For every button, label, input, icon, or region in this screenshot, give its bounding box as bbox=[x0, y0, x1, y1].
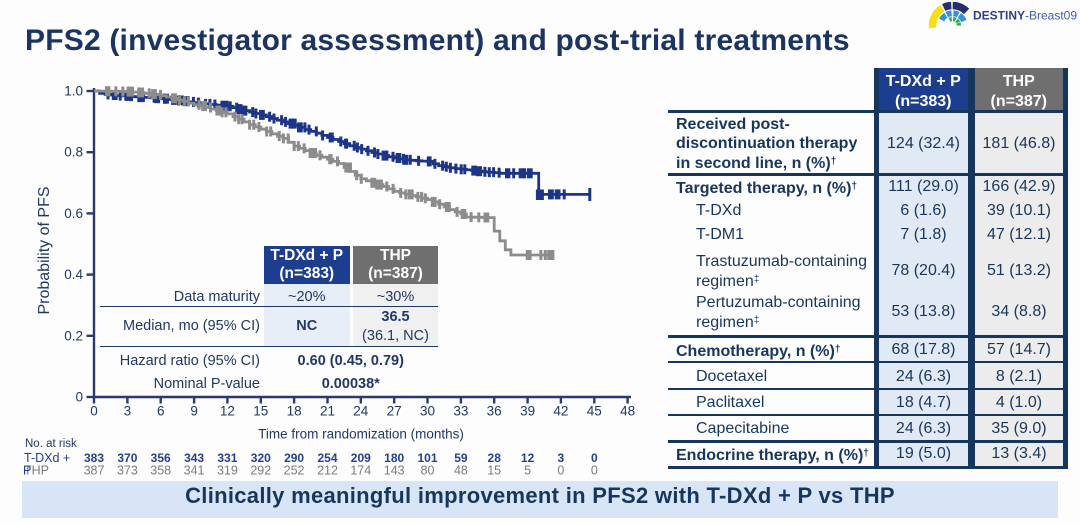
svg-text:27: 27 bbox=[387, 404, 402, 419]
svg-text:0.4: 0.4 bbox=[64, 267, 83, 282]
svg-text:252: 252 bbox=[284, 464, 305, 478]
svg-text:48: 48 bbox=[620, 404, 635, 419]
svg-text:33: 33 bbox=[453, 404, 468, 419]
svg-text:45: 45 bbox=[587, 404, 602, 419]
svg-text:180: 180 bbox=[384, 451, 404, 465]
svg-text:174: 174 bbox=[350, 464, 371, 478]
svg-text:3: 3 bbox=[558, 451, 565, 465]
svg-text:0.2: 0.2 bbox=[64, 328, 83, 343]
svg-text:0: 0 bbox=[75, 390, 83, 405]
svg-text:59: 59 bbox=[454, 451, 468, 465]
svg-text:30: 30 bbox=[420, 404, 435, 419]
svg-text:0: 0 bbox=[557, 464, 564, 478]
svg-text:21: 21 bbox=[320, 404, 335, 419]
svg-text:331: 331 bbox=[217, 451, 237, 465]
svg-text:Time from randomization (month: Time from randomization (months) bbox=[258, 427, 464, 442]
svg-text:42: 42 bbox=[553, 404, 568, 419]
svg-text:6: 6 bbox=[157, 404, 165, 419]
svg-text:28: 28 bbox=[488, 451, 502, 465]
svg-text:290: 290 bbox=[284, 451, 304, 465]
svg-text:5: 5 bbox=[524, 464, 531, 478]
svg-text:39: 39 bbox=[520, 404, 535, 419]
svg-text:143: 143 bbox=[384, 464, 405, 478]
svg-text:356: 356 bbox=[151, 451, 171, 465]
svg-text:320: 320 bbox=[251, 451, 271, 465]
svg-text:P: P bbox=[23, 464, 31, 478]
svg-text:383: 383 bbox=[84, 451, 104, 465]
svg-text:Probability of PFS: Probability of PFS bbox=[36, 186, 53, 314]
svg-text:T-DXd +: T-DXd + bbox=[24, 451, 70, 465]
svg-text:319: 319 bbox=[217, 464, 238, 478]
svg-text:209: 209 bbox=[351, 451, 371, 465]
svg-text:18: 18 bbox=[287, 404, 302, 419]
svg-text:3: 3 bbox=[124, 404, 132, 419]
svg-text:36: 36 bbox=[487, 404, 502, 419]
svg-text:373: 373 bbox=[117, 464, 138, 478]
svg-text:0.6: 0.6 bbox=[64, 206, 83, 221]
svg-text:-Breast09: -Breast09 bbox=[1025, 9, 1077, 23]
svg-text:80: 80 bbox=[421, 464, 435, 478]
svg-text:12: 12 bbox=[220, 404, 235, 419]
svg-text:0: 0 bbox=[90, 404, 98, 419]
svg-text:1.0: 1.0 bbox=[64, 84, 83, 99]
svg-text:15: 15 bbox=[487, 464, 501, 478]
svg-text:48: 48 bbox=[454, 464, 468, 478]
svg-text:12: 12 bbox=[521, 451, 535, 465]
svg-text:101: 101 bbox=[417, 451, 437, 465]
svg-text:292: 292 bbox=[250, 464, 271, 478]
svg-text:387: 387 bbox=[84, 464, 105, 478]
svg-text:0: 0 bbox=[591, 464, 598, 478]
svg-text:212: 212 bbox=[317, 464, 338, 478]
svg-text:370: 370 bbox=[117, 451, 137, 465]
svg-text:No. at risk: No. at risk bbox=[25, 438, 77, 450]
svg-text:9: 9 bbox=[190, 404, 198, 419]
svg-text:DESTINY: DESTINY bbox=[973, 9, 1025, 23]
svg-text:341: 341 bbox=[184, 464, 205, 478]
svg-text:0.8: 0.8 bbox=[64, 145, 83, 160]
svg-text:254: 254 bbox=[317, 451, 337, 465]
svg-text:24: 24 bbox=[353, 404, 369, 419]
svg-text:15: 15 bbox=[253, 404, 268, 419]
svg-text:0: 0 bbox=[591, 451, 598, 465]
svg-text:THP: THP bbox=[24, 464, 49, 478]
svg-text:358: 358 bbox=[150, 464, 171, 478]
svg-text:343: 343 bbox=[184, 451, 204, 465]
